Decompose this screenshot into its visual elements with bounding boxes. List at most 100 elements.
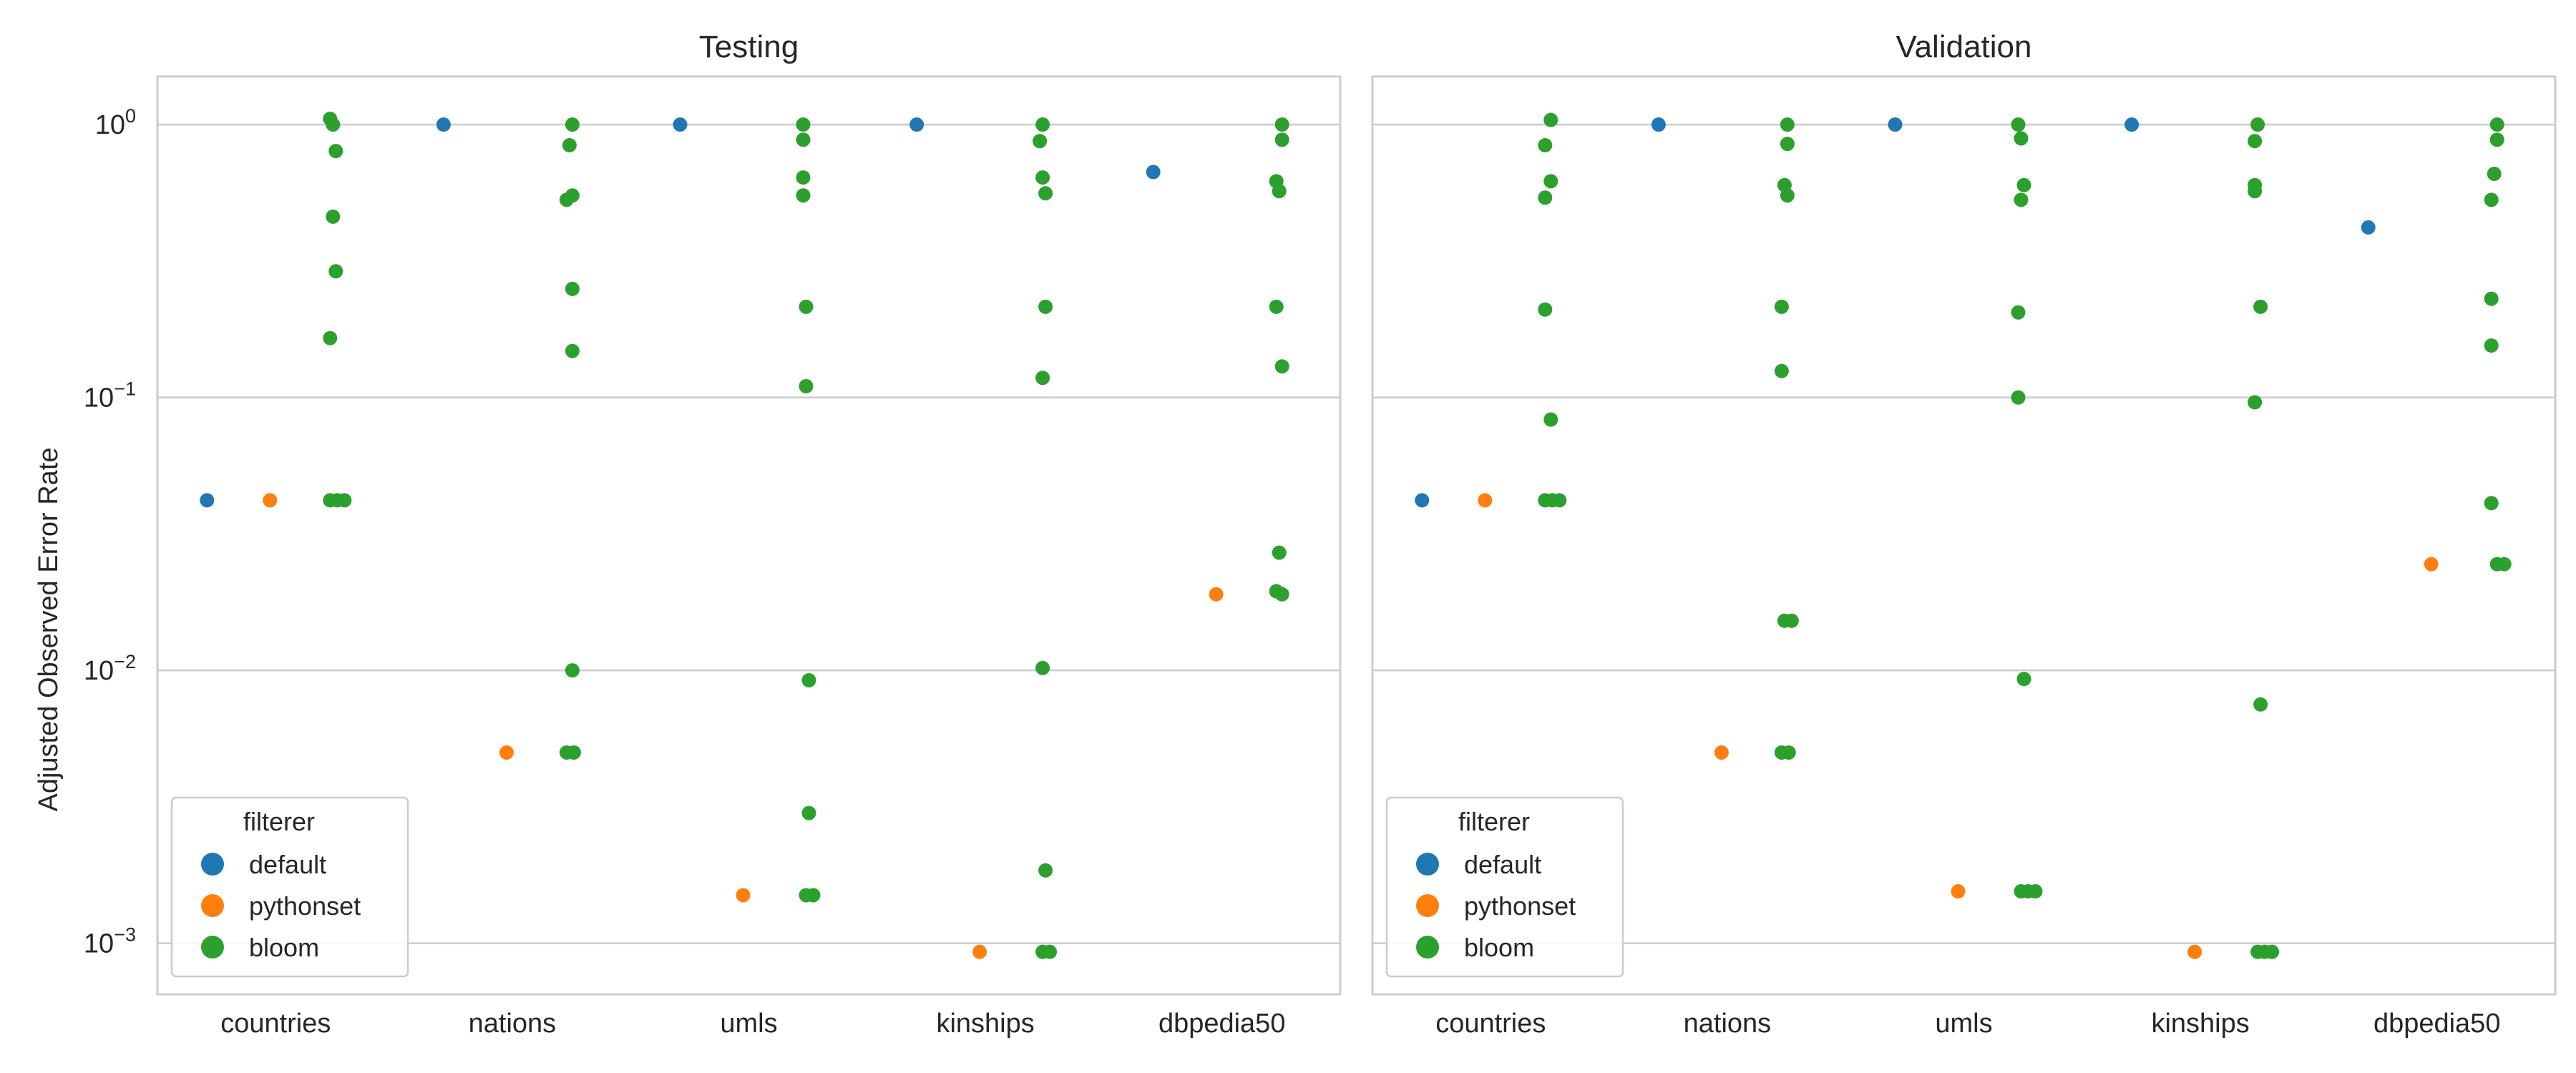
data-point-bloom	[1543, 174, 1558, 189]
data-point-bloom	[2028, 884, 2043, 899]
legend-label: pythonset	[1464, 891, 1576, 921]
data-point-bloom	[1774, 299, 1789, 314]
data-point-bloom	[1035, 117, 1050, 132]
data-point-bloom	[1274, 587, 1289, 602]
y-tick-label: 10−1	[84, 378, 136, 413]
data-point-bloom	[323, 330, 338, 346]
x-tick-label: kinships	[2151, 1009, 2249, 1039]
data-point-bloom	[1543, 112, 1558, 127]
data-point-bloom	[1274, 359, 1289, 374]
data-point-bloom	[2248, 134, 2263, 149]
data-point-bloom	[2253, 299, 2268, 314]
data-point-bloom	[801, 805, 816, 820]
data-point-default	[436, 117, 451, 132]
data-point-bloom	[1552, 493, 1567, 508]
data-point-bloom	[337, 493, 352, 508]
data-point-bloom	[801, 672, 816, 687]
y-tick-label: 10−3	[84, 924, 136, 959]
data-point-bloom	[1033, 134, 1048, 149]
data-point-default	[673, 117, 688, 132]
data-point-bloom	[2250, 117, 2265, 132]
data-point-bloom	[1780, 117, 1795, 132]
data-point-bloom	[799, 299, 814, 314]
data-point-bloom	[2016, 672, 2031, 687]
data-point-bloom	[326, 117, 341, 132]
data-point-bloom	[2487, 167, 2502, 182]
legend-marker-bloom	[201, 936, 224, 959]
x-tick-label: countries	[220, 1009, 331, 1039]
data-point-bloom	[565, 281, 580, 296]
data-point-bloom	[2489, 132, 2504, 147]
data-point-bloom	[1272, 545, 1287, 560]
data-point-bloom	[565, 343, 580, 358]
legend-label: bloom	[1464, 933, 1534, 962]
data-point-bloom	[2011, 117, 2026, 132]
data-point-bloom	[2484, 496, 2499, 511]
data-point-bloom	[1538, 302, 1553, 317]
data-point-bloom	[1035, 170, 1050, 185]
data-point-default	[2361, 220, 2376, 235]
data-point-bloom	[806, 888, 821, 903]
data-point-bloom	[1038, 863, 1053, 878]
data-point-pythonset	[2187, 944, 2202, 959]
data-point-pythonset	[736, 888, 751, 903]
data-point-default	[200, 493, 215, 508]
y-tick-label: 10−2	[84, 651, 136, 686]
legend-marker-default	[201, 853, 224, 876]
data-point-bloom	[2016, 177, 2031, 192]
legend-title: filterer	[1458, 807, 1530, 836]
data-point-bloom	[2248, 184, 2263, 199]
legend: filterer default pythonset bloom	[170, 796, 409, 978]
data-point-default	[1888, 117, 1903, 132]
data-point-pythonset	[972, 944, 987, 959]
data-point-bloom	[2014, 192, 2029, 207]
data-point-bloom	[328, 264, 343, 279]
legend-marker-pythonset	[1416, 894, 1439, 917]
data-point-bloom	[2484, 338, 2499, 353]
data-point-bloom	[1538, 190, 1553, 205]
legend-label: default	[249, 850, 326, 879]
data-point-bloom	[796, 170, 811, 185]
legend: filterer default pythonset bloom	[1385, 796, 1624, 978]
data-point-bloom	[565, 117, 580, 132]
data-point-bloom	[1543, 412, 1558, 427]
legend-box	[1385, 796, 1624, 978]
legend-title: filterer	[243, 807, 315, 836]
data-point-pythonset	[2424, 557, 2439, 572]
data-point-bloom	[1780, 188, 1795, 203]
data-point-bloom	[2011, 305, 2026, 320]
data-point-bloom	[1274, 132, 1289, 147]
x-tick-label: countries	[1435, 1009, 1546, 1039]
plot-frame	[156, 75, 1342, 996]
data-point-bloom	[562, 138, 577, 153]
legend-marker-bloom	[1416, 936, 1439, 959]
data-point-bloom	[326, 209, 341, 224]
data-point-pythonset	[263, 493, 278, 508]
data-point-bloom	[559, 192, 574, 207]
x-tick-label: kinships	[936, 1009, 1034, 1039]
data-point-bloom	[1538, 138, 1553, 153]
data-point-bloom	[2011, 390, 2026, 405]
data-point-bloom	[1784, 613, 1799, 628]
legend-marker-default	[1416, 853, 1439, 876]
data-point-bloom	[1274, 117, 1289, 132]
plot-frame	[1371, 75, 2557, 996]
data-point-default	[1651, 117, 1666, 132]
data-point-bloom	[2484, 192, 2499, 207]
data-point-bloom	[1035, 371, 1050, 386]
data-point-pythonset	[1951, 884, 1966, 899]
panel-title: Testing	[699, 29, 799, 64]
data-point-default	[909, 117, 924, 132]
legend-label: pythonset	[249, 891, 361, 921]
data-point-pythonset	[1209, 587, 1224, 602]
data-point-default	[1415, 493, 1430, 508]
panel-testing: Testing 100 10−1 10−2 10−3 countries nations um…	[84, 29, 1342, 1039]
x-tick-label: nations	[1684, 1009, 1772, 1039]
x-tick-label: umls	[1935, 1009, 1992, 1039]
data-point-bloom	[796, 117, 811, 132]
panel-validation: Validation countries nations umls kinships db…	[1371, 29, 2557, 1039]
data-point-bloom	[1035, 660, 1050, 675]
data-point-pythonset	[1714, 745, 1729, 760]
